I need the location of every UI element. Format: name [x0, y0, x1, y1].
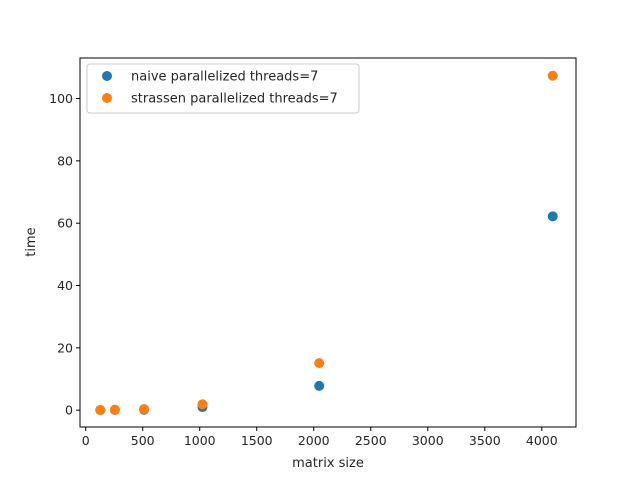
data-point-strassen — [109, 404, 120, 415]
legend-label-naive: naive parallelized threads=7 — [131, 70, 318, 85]
legend-marker-strassen — [102, 93, 112, 103]
data-point-naive — [547, 211, 558, 222]
y-tick-label: 20 — [57, 340, 73, 355]
y-axis-ticks: 0 20 40 60 80 100 — [49, 91, 80, 418]
x-tick-label: 1500 — [241, 433, 273, 448]
x-tick-label: 2000 — [298, 433, 330, 448]
data-point-strassen — [139, 404, 150, 415]
legend-box — [86, 63, 360, 114]
data-point-strassen — [314, 358, 325, 369]
y-tick-label: 0 — [65, 403, 73, 418]
legend-marker-naive — [102, 71, 112, 81]
legend-label-strassen: strassen parallelized threads=7 — [131, 92, 338, 107]
y-tick-label: 60 — [57, 216, 73, 231]
y-tick-label: 100 — [49, 91, 73, 106]
data-point-strassen — [197, 399, 208, 410]
x-tick-label: 0 — [82, 433, 90, 448]
y-tick-label: 80 — [57, 153, 73, 168]
data-point-strassen — [547, 70, 558, 81]
y-tick-label: 40 — [57, 278, 73, 293]
x-tick-label: 2500 — [355, 433, 387, 448]
x-tick-label: 4000 — [526, 433, 558, 448]
data-point-naive — [314, 380, 325, 391]
x-tick-label: 3000 — [412, 433, 444, 448]
y-axis-label: time — [24, 227, 39, 256]
x-tick-label: 3500 — [469, 433, 501, 448]
axes-frame — [79, 57, 577, 428]
x-axis-ticks: 0 500 1000 1500 2000 2500 3000 3500 4000 — [82, 427, 558, 448]
data-points — [95, 70, 558, 416]
x-tick-label: 1000 — [184, 433, 216, 448]
legend: naive parallelized threads=7 strassen pa… — [86, 63, 360, 114]
data-point-strassen — [95, 405, 106, 416]
x-tick-label: 500 — [131, 433, 155, 448]
x-axis-label: matrix size — [292, 456, 364, 471]
